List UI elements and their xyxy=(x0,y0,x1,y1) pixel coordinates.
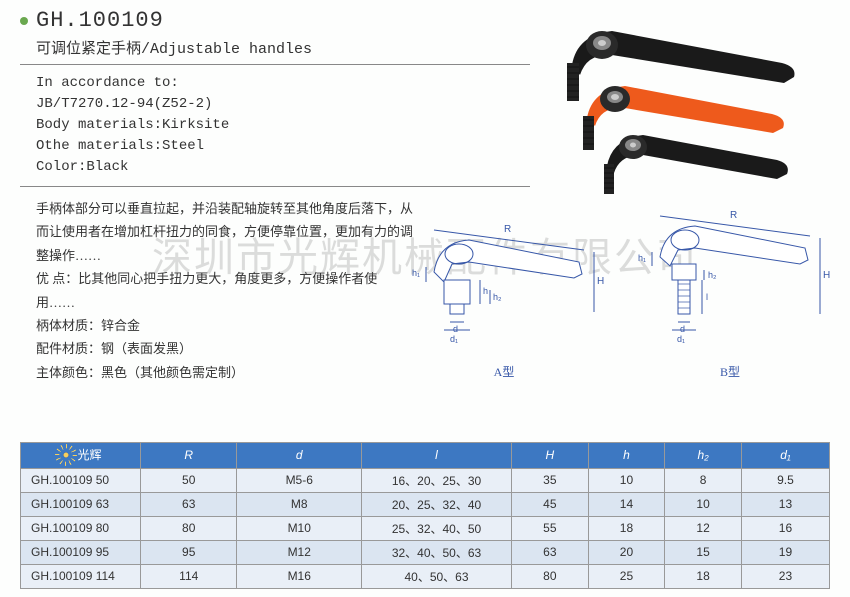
description-block: 手柄体部分可以垂直拉起，并沿装配轴旋转至其他角度后落下，从而让使用者在增加杠杆扭… xyxy=(36,197,416,384)
svg-text:H: H xyxy=(597,276,604,287)
m1-label: 柄体材质： xyxy=(36,318,101,333)
svg-text:h₁: h₁ xyxy=(412,268,420,278)
desc-material: 配件材质：钢（表面发黑） xyxy=(36,337,416,360)
cell-d1: 13 xyxy=(741,492,829,516)
table-row: GH.100109 9595M1232、40、50、6363201519 xyxy=(21,540,830,564)
logo-text: 光辉 xyxy=(77,446,101,463)
cell-h: 18 xyxy=(588,516,665,540)
cell-h: 10 xyxy=(588,468,665,492)
m1-text: 锌合金 xyxy=(101,318,140,333)
cell-code: GH.100109 63 xyxy=(21,492,141,516)
diagram-b: R H h₁ h₂ l d d₁ B型 xyxy=(628,202,832,380)
cell-d: M5-6 xyxy=(237,468,362,492)
cell-code: GH.100109 80 xyxy=(21,516,141,540)
diagram-a-label: A型 xyxy=(402,363,606,380)
svg-text:h: h xyxy=(483,286,488,296)
cell-h: 25 xyxy=(588,564,665,588)
cell-h2: 10 xyxy=(665,492,742,516)
cell-h2: 18 xyxy=(665,564,742,588)
cell-l: 40、50、63 xyxy=(362,564,512,588)
desc-material: 主体颜色：黑色（其他颜色需定制） xyxy=(36,361,416,384)
adv-label: 优 点： xyxy=(36,271,78,286)
svg-text:d₁: d₁ xyxy=(450,334,458,344)
cell-d: M10 xyxy=(237,516,362,540)
col-d: d xyxy=(237,443,362,469)
cell-H: 55 xyxy=(512,516,589,540)
adv-text: 比其他同心把手扭力更大，角度更多，方便操作者使用…… xyxy=(36,271,377,309)
divider xyxy=(20,64,530,65)
cell-H: 80 xyxy=(512,564,589,588)
table-row: GH.100109 5050M5-616、20、25、30351089.5 xyxy=(21,468,830,492)
cell-l: 25、32、40、50 xyxy=(362,516,512,540)
cell-l: 20、25、32、40 xyxy=(362,492,512,516)
dimension-table: 光辉 R d l H h h₂ d₁ GH.100109 5050M5-616、… xyxy=(20,442,830,589)
product-image xyxy=(552,10,822,195)
part-code: GH.100109 xyxy=(36,8,164,33)
cell-R: 80 xyxy=(141,516,237,540)
cell-l: 16、20、25、30 xyxy=(362,468,512,492)
col-H: H xyxy=(512,443,589,469)
table-row: GH.100109 6363M820、25、32、4045141013 xyxy=(21,492,830,516)
cell-code: GH.100109 114 xyxy=(21,564,141,588)
cell-code: GH.100109 95 xyxy=(21,540,141,564)
subtitle-cn: 可调位紧定手柄 xyxy=(36,41,141,58)
table-header-row: 光辉 R d l H h h₂ d₁ xyxy=(21,443,830,469)
desc-advantage: 优 点：比其他同心把手扭力更大，角度更多，方便操作者使用…… xyxy=(36,267,416,314)
tech-diagrams: R H h h₁ h₂ d d₁ A型 R H h₁ h₂ l xyxy=(402,200,832,380)
cell-d1: 9.5 xyxy=(741,468,829,492)
bullet-icon xyxy=(20,17,28,25)
svg-text:R: R xyxy=(730,210,737,221)
cell-R: 114 xyxy=(141,564,237,588)
cell-h2: 8 xyxy=(665,468,742,492)
svg-text:d: d xyxy=(680,324,685,334)
m3-label: 主体颜色： xyxy=(36,365,101,380)
desc-paragraph: 手柄体部分可以垂直拉起，并沿装配轴旋转至其他角度后落下，从而让使用者在增加杠杆扭… xyxy=(36,197,416,267)
col-l: l xyxy=(362,443,512,469)
cell-R: 63 xyxy=(141,492,237,516)
cell-l: 32、40、50、63 xyxy=(362,540,512,564)
cell-d1: 19 xyxy=(741,540,829,564)
svg-text:h₁: h₁ xyxy=(638,253,646,263)
cell-H: 35 xyxy=(512,468,589,492)
diagram-b-label: B型 xyxy=(628,363,832,380)
m2-text: 钢（表面发黑） xyxy=(101,341,192,356)
svg-text:H: H xyxy=(823,270,830,281)
cell-d: M12 xyxy=(237,540,362,564)
cell-H: 45 xyxy=(512,492,589,516)
m2-label: 配件材质： xyxy=(36,341,101,356)
cell-R: 50 xyxy=(141,468,237,492)
svg-text:R: R xyxy=(504,224,511,235)
svg-text:h₂: h₂ xyxy=(493,292,502,302)
m3-text: 黑色（其他颜色需定制） xyxy=(101,365,244,380)
col-h: h xyxy=(588,443,665,469)
table-row: GH.100109 8080M1025、32、40、5055181216 xyxy=(21,516,830,540)
col-h2: h₂ xyxy=(665,443,742,469)
svg-text:h₂: h₂ xyxy=(708,270,717,280)
cell-H: 63 xyxy=(512,540,589,564)
logo-cell: 光辉 xyxy=(21,443,141,469)
cell-d1: 16 xyxy=(741,516,829,540)
cell-d: M16 xyxy=(237,564,362,588)
diagram-a: R H h h₁ h₂ d d₁ A型 xyxy=(402,212,606,380)
svg-text:d₁: d₁ xyxy=(677,334,685,344)
cell-h: 20 xyxy=(588,540,665,564)
cell-code: GH.100109 50 xyxy=(21,468,141,492)
svg-text:d: d xyxy=(453,324,458,334)
cell-d: M8 xyxy=(237,492,362,516)
cell-R: 95 xyxy=(141,540,237,564)
cell-h2: 15 xyxy=(665,540,742,564)
col-R: R xyxy=(141,443,237,469)
cell-h: 14 xyxy=(588,492,665,516)
sun-icon xyxy=(59,448,73,462)
svg-text:l: l xyxy=(706,292,708,302)
desc-material: 柄体材质：锌合金 xyxy=(36,314,416,337)
subtitle-en: Adjustable handles xyxy=(150,41,312,58)
cell-h2: 12 xyxy=(665,516,742,540)
cell-d1: 23 xyxy=(741,564,829,588)
divider xyxy=(20,186,530,187)
table-row: GH.100109 114114M1640、50、6380251823 xyxy=(21,564,830,588)
col-d1: d₁ xyxy=(741,443,829,469)
